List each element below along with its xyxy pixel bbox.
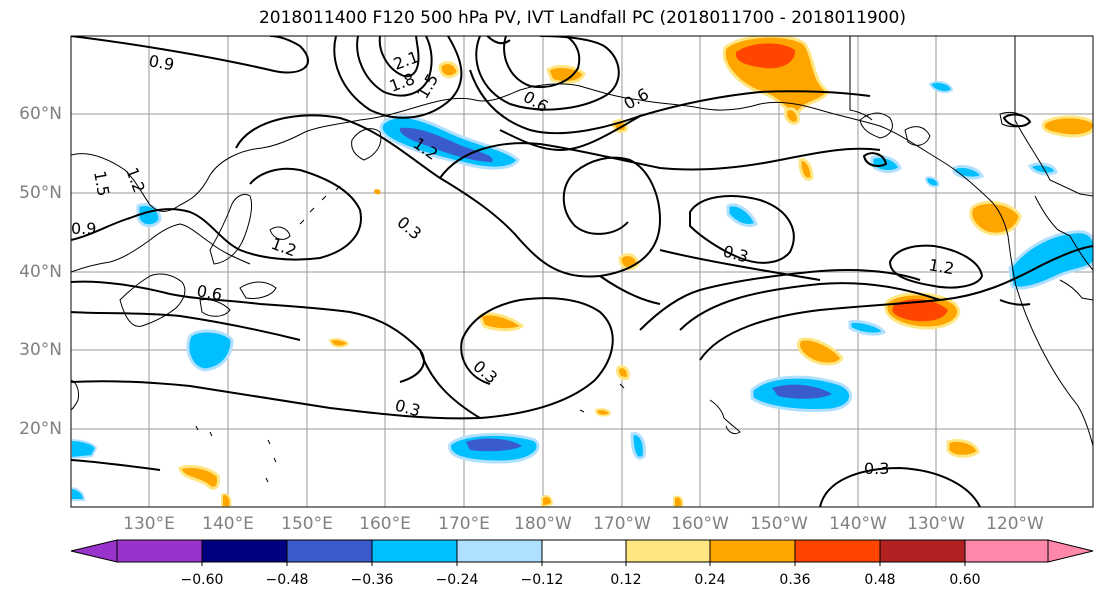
contour-label: 0.3 <box>864 459 889 478</box>
contour-label: 0.9 <box>71 219 96 238</box>
lon-label-150w: 150°W <box>750 514 808 534</box>
contour-label: 0.9 <box>147 51 175 74</box>
coastlines <box>71 36 1093 483</box>
lat-label-30n: 30°N <box>19 340 62 360</box>
lat-label-20n: 20°N <box>19 419 62 439</box>
colorbar-bin <box>709 539 796 563</box>
colorbar-tick-label: −0.24 <box>435 572 479 588</box>
lon-label-120w: 120°W <box>986 514 1044 534</box>
lon-label-150e: 150°E <box>281 514 333 534</box>
colorbar-tick-label: −0.60 <box>180 572 224 588</box>
lon-label-170e: 170°E <box>438 514 490 534</box>
lat-label-60n: 60°N <box>19 104 62 124</box>
colorbar-bin <box>541 539 627 563</box>
lon-label-180w: 180°W <box>514 514 572 534</box>
graticule <box>71 36 1093 507</box>
colorbar-tick-label: 0.12 <box>610 572 642 588</box>
contour-label: 0.3 <box>393 396 423 421</box>
colorbar-bin <box>371 539 458 563</box>
contour-label: 1.2 <box>269 234 299 261</box>
contour-label: 1.5 <box>413 70 442 102</box>
contour-label: 0.3 <box>393 213 425 244</box>
contour-label: 0.6 <box>621 84 653 113</box>
colorbar-tick-label: −0.48 <box>265 572 309 588</box>
lon-label-130w: 130°W <box>907 514 965 534</box>
lon-label-160e: 160°E <box>359 514 411 534</box>
colorbar-tick-label: 0.36 <box>779 572 811 588</box>
colorbar-bin <box>116 539 203 563</box>
contour-label: 1.5 <box>90 169 113 197</box>
colorbar-tick-label: −0.12 <box>520 572 564 588</box>
contour-label: 1.2 <box>122 165 149 195</box>
colorbar-bin <box>879 539 966 563</box>
colorbar <box>70 539 1094 566</box>
pv-contours <box>71 36 1093 507</box>
contour-label: 0.3 <box>469 357 501 388</box>
lon-label-140w: 140°W <box>829 514 887 534</box>
lon-label-140e: 140°E <box>202 514 254 534</box>
lon-label-170w: 170°W <box>593 514 651 534</box>
map-title: 2018011400 F120 500 hPa PV, IVT Landfall… <box>258 8 906 28</box>
contour-label: 0.6 <box>195 281 223 304</box>
colorbar-extend-low <box>70 539 118 563</box>
lon-label-160w: 160°W <box>671 514 729 534</box>
colorbar-bin <box>201 539 288 563</box>
colorbar-extend-high <box>1047 539 1094 563</box>
colorbar-tick-label: 0.48 <box>864 572 896 588</box>
colorbar-tick-label: −0.36 <box>350 572 394 588</box>
contour-label: 0.6 <box>520 87 552 116</box>
colorbar-tick-label: 0.24 <box>694 572 726 588</box>
colorbar-bin <box>286 539 373 563</box>
colorbar-bin <box>794 539 881 563</box>
lat-label-40n: 40°N <box>19 262 62 282</box>
colorbar-bin <box>625 539 711 563</box>
contour-label: 1.2 <box>927 255 955 278</box>
lon-label-130e: 130°E <box>123 514 175 534</box>
colorbar-bin <box>456 539 543 563</box>
map-frame <box>70 35 1094 508</box>
negative-anomaly-shading <box>71 81 1093 501</box>
lat-label-50n: 50°N <box>19 183 62 203</box>
colorbar-tick-label: 0.60 <box>949 572 981 588</box>
colorbar-bin <box>964 539 1049 563</box>
